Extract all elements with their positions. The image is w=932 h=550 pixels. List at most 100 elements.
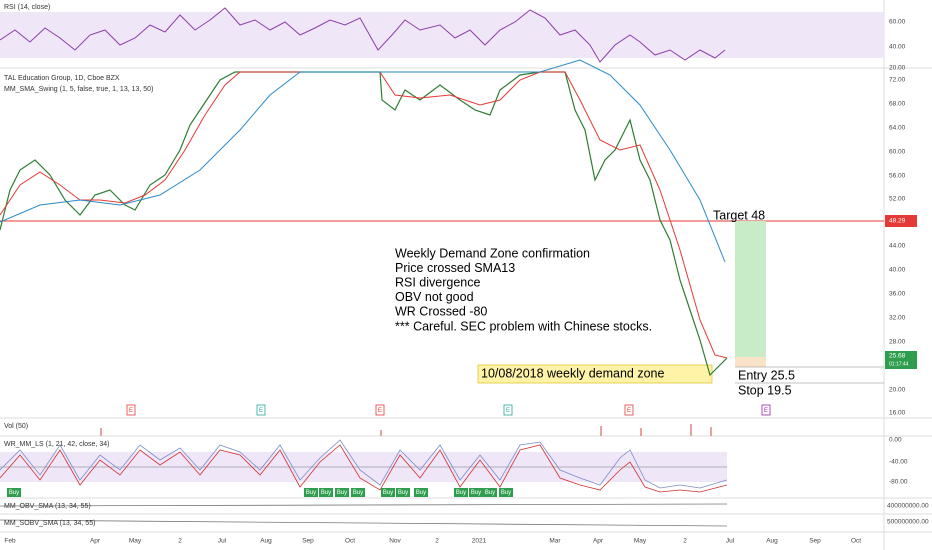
- time-label: Oct: [345, 538, 355, 545]
- time-label: Jul: [726, 538, 735, 545]
- price-tag: 48.29: [889, 218, 906, 225]
- earnings-marker: [126, 404, 136, 416]
- rsi-line: [0, 7, 726, 63]
- time-label: May: [129, 538, 142, 545]
- profit-zone: [735, 221, 766, 357]
- axis-label: 64.00: [889, 125, 906, 132]
- axis-label: 0.00: [889, 437, 902, 444]
- buy-signal-label: Buy: [9, 490, 19, 496]
- buy-signal-label: Buy: [337, 490, 347, 496]
- obv-line: [0, 503, 728, 507]
- time-label: 2: [683, 538, 687, 545]
- buy-signal-label: Buy: [306, 490, 316, 496]
- buy-signal-label: Buy: [383, 490, 393, 496]
- earnings-label: E: [129, 408, 133, 414]
- demand-zone: [477, 364, 713, 384]
- buy-signal: [304, 488, 318, 497]
- pane-label: MM_OBV_SMA (13, 34, 55): [4, 503, 91, 510]
- buy-signal-label: Buy: [398, 490, 408, 496]
- earnings-label: E: [764, 408, 768, 414]
- buy-signal-label: Buy: [471, 490, 481, 496]
- time-label: Aug: [766, 538, 778, 545]
- volume-bars: [100, 424, 712, 436]
- buy-signal: [319, 488, 333, 497]
- axis-label: 40.00: [889, 267, 906, 274]
- axis-label: 56.00: [889, 173, 906, 180]
- time-label: Nov: [389, 538, 401, 545]
- pane-label: WR_MM_LS (1, 21, 42, close, 34): [4, 441, 109, 448]
- time-label: Aug: [260, 538, 272, 545]
- sma13-line: [0, 71, 728, 359]
- annotation: *** Careful. SEC problem with Chinese st…: [395, 319, 652, 333]
- time-label: Apr: [90, 538, 101, 545]
- sma50-line: [0, 59, 726, 263]
- price-line: [0, 71, 728, 377]
- buy-signal: [7, 488, 21, 497]
- axis-label: 400000000.00: [887, 503, 929, 510]
- earnings-label: E: [259, 408, 263, 414]
- annotation: Price crossed SMA13: [395, 261, 515, 275]
- buy-signal: [351, 488, 365, 497]
- axis-label: -40.00: [889, 459, 908, 466]
- axis-label: 68.00: [889, 101, 906, 108]
- sobv-line: [0, 519, 728, 527]
- buy-signal-label: Buy: [416, 490, 426, 496]
- earnings-marker: [256, 404, 266, 416]
- buy-signal: [483, 488, 497, 497]
- buy-signal: [454, 488, 468, 497]
- wr-line-b: [0, 444, 728, 493]
- pane-label: Vol (50): [4, 423, 28, 430]
- stop-label: Stop 19.5: [738, 383, 792, 397]
- time-label: Sep: [809, 538, 821, 545]
- earnings-marker: [503, 404, 513, 416]
- earnings-label: E: [378, 408, 382, 414]
- buy-signal: [414, 488, 428, 497]
- pane-label: MM_SOBV_SMA (13, 34, 55): [4, 520, 95, 527]
- target-label: Target 48: [713, 208, 765, 222]
- buy-signal-label: Buy: [353, 490, 363, 496]
- last-tag-bg: [885, 351, 917, 369]
- axis-label: 20.00: [889, 65, 906, 72]
- axis-label: 16.00: [889, 410, 906, 417]
- buy-signal: [469, 488, 483, 497]
- axis-label: 60.00: [889, 19, 906, 26]
- earnings-label: E: [506, 408, 510, 414]
- buy-signal: [396, 488, 410, 497]
- buy-signal-label: Buy: [321, 490, 331, 496]
- price-tag: 25.68: [889, 353, 906, 360]
- axis-label: -80.00: [889, 479, 908, 486]
- earnings-marker: [624, 404, 634, 416]
- wr-line-a: [0, 439, 728, 489]
- axis-label: 40.00: [889, 44, 906, 51]
- earnings-label: E: [627, 408, 631, 414]
- zone-label: 10/08/2018 weekly demand zone: [481, 366, 665, 380]
- price-timer: 01:17:44: [889, 361, 909, 367]
- annotation: WR Crossed -80: [395, 305, 487, 319]
- axis-label: 44.00: [889, 243, 906, 250]
- time-label: May: [634, 538, 647, 545]
- time-label: 2: [435, 538, 439, 545]
- pane-label: TAL Education Group, 1D, Cboe BZX: [4, 75, 120, 82]
- buy-signal-label: Buy: [501, 490, 511, 496]
- time-label: Apr: [593, 538, 604, 545]
- buy-signal: [335, 488, 349, 497]
- pane-label: RSI (14, close): [4, 4, 50, 11]
- axis-label: 32.00: [889, 315, 906, 322]
- time-label: 2021: [472, 538, 487, 545]
- earnings-marker: [761, 404, 771, 416]
- time-label: Mar: [549, 538, 561, 545]
- axis-label: 52.00: [889, 196, 906, 203]
- buy-signal-label: Buy: [485, 490, 495, 496]
- time-label: Sep: [302, 538, 314, 545]
- buy-signal: [381, 488, 395, 497]
- axis-label: 500000000.00: [887, 519, 929, 526]
- pane-label: MM_SMA_Swing (1, 5, false, true, 1, 13, …: [4, 86, 153, 93]
- target-tag-bg: [885, 215, 917, 227]
- time-label: Oct: [851, 538, 861, 545]
- axis-label: 20.00: [889, 387, 906, 394]
- time-label: 2: [178, 538, 182, 545]
- axis-label: 72.00: [889, 77, 906, 84]
- annotation: OBV not good: [395, 290, 474, 304]
